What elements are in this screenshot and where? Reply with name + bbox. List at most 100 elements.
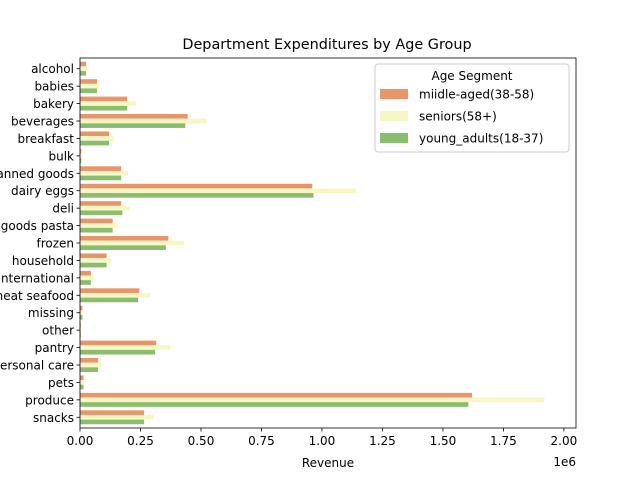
bar-pantry-2	[80, 349, 156, 355]
bar-beverages-0	[80, 114, 188, 119]
bar-bakery-1	[80, 101, 136, 106]
x-axis-scale-label: 1e6	[553, 455, 576, 469]
y-tick-label: canned goods	[0, 167, 74, 181]
x-tick-label: 0.50	[188, 434, 215, 448]
bar-missing-1	[80, 310, 83, 316]
legend-label-2: young_adults(18-37)	[419, 132, 543, 146]
y-tick-label: deli	[52, 202, 74, 216]
bars-group	[80, 61, 545, 425]
bar-breakfast-1	[80, 136, 114, 141]
bar-breakfast-0	[80, 131, 110, 137]
bar-missing-0	[80, 305, 83, 311]
y-ticks-group: alcohol babies bakery beverages breakfast bul…	[0, 62, 80, 425]
bar-bulk-1	[80, 153, 82, 159]
x-tick-label: 0.00	[67, 434, 94, 448]
bar-other-1	[80, 327, 81, 333]
legend-swatch-0	[380, 89, 408, 99]
bar-alcohol-2	[80, 71, 87, 76]
bar-breakfast-2	[80, 140, 110, 146]
bar-bulk-0	[80, 148, 82, 154]
bar-bulk-2	[80, 158, 82, 163]
bar-pets-2	[80, 384, 84, 390]
bar-dairy-eggs-2	[80, 193, 314, 198]
x-axis-title: Revenue	[302, 456, 354, 470]
legend-label-0: miidle-aged(38-58)	[419, 88, 534, 102]
x-tick-label: 1.50	[430, 434, 457, 448]
y-tick-label: snacks	[33, 411, 74, 425]
legend-label-1: seniors(58+)	[419, 110, 497, 124]
x-tick-label: 1.00	[309, 434, 336, 448]
bar-pantry-1	[80, 345, 171, 350]
bar-deli-0	[80, 201, 122, 206]
bar-missing-2	[80, 315, 83, 320]
chart-title: Department Expenditures by Age Group	[182, 37, 471, 53]
bar-babies-0	[80, 79, 97, 84]
bar-meat-seafood-0	[80, 288, 140, 293]
bar-household-0	[80, 253, 107, 259]
y-tick-label: other	[42, 324, 74, 338]
y-tick-label: dry goods pasta	[0, 219, 74, 233]
bar-bakery-0	[80, 96, 128, 102]
legend: Age Segment miidle-aged(38-58) seniors(58…	[374, 63, 570, 153]
bar-beverages-1	[80, 118, 208, 124]
bar-deli-1	[80, 205, 130, 211]
y-tick-label: beverages	[11, 115, 74, 129]
bar-frozen-1	[80, 240, 185, 246]
bar-produce-0	[80, 392, 472, 398]
x-tick-label: 0.75	[248, 434, 275, 448]
y-tick-label: international	[0, 271, 74, 285]
y-tick-label: dairy eggs	[11, 184, 74, 198]
bar-dry-goods-pasta-2	[80, 227, 113, 233]
bar-meat-seafood-2	[80, 297, 139, 303]
legend-swatch-2	[380, 133, 408, 143]
bar-canned-goods-1	[80, 170, 129, 176]
bar-babies-2	[80, 88, 97, 94]
y-tick-label: bakery	[33, 97, 74, 111]
y-tick-label: produce	[25, 393, 74, 407]
bar-deli-2	[80, 210, 123, 216]
y-tick-label: personal care	[0, 359, 74, 373]
bar-produce-1	[80, 397, 545, 403]
x-tick-label: 1.25	[369, 434, 396, 448]
bar-personal-care-2	[80, 367, 99, 372]
y-tick-label: babies	[34, 80, 74, 94]
y-tick-label: household	[12, 254, 74, 268]
y-tick-label: pantry	[35, 341, 74, 355]
bar-dry-goods-pasta-1	[80, 223, 118, 228]
bar-bakery-2	[80, 105, 128, 111]
bar-snacks-2	[80, 419, 145, 425]
legend-box	[374, 63, 570, 153]
legend-items: miidle-aged(38-58) seniors(58+) young_adul…	[380, 88, 543, 146]
x-tick-label: 0.25	[127, 434, 154, 448]
bar-dry-goods-pasta-0	[80, 218, 113, 224]
plot-frame	[79, 57, 577, 429]
legend-title: Age Segment	[431, 69, 512, 83]
x-tick-label: 1.75	[490, 434, 517, 448]
bar-frozen-0	[80, 236, 169, 241]
bar-produce-2	[80, 402, 469, 407]
y-tick-label: meat seafood	[0, 289, 74, 303]
y-tick-label: pets	[48, 376, 74, 390]
y-tick-label: missing	[28, 306, 74, 320]
bar-personal-care-1	[80, 362, 102, 368]
bar-international-1	[80, 275, 94, 281]
y-tick-label: breakfast	[17, 132, 74, 146]
y-tick-label: bulk	[48, 149, 74, 163]
bar-pets-1	[80, 380, 85, 385]
bar-international-0	[80, 270, 91, 276]
bar-dairy-eggs-1	[80, 188, 356, 194]
bar-frozen-2	[80, 245, 166, 250]
bar-alcohol-1	[80, 66, 88, 72]
bar-alcohol-0	[80, 61, 87, 67]
bar-household-2	[80, 262, 107, 268]
bar-pantry-0	[80, 340, 157, 346]
y-tick-label: alcohol	[31, 62, 74, 76]
bar-personal-care-0	[80, 358, 99, 363]
y-tick-label: frozen	[36, 237, 74, 251]
bar-babies-1	[80, 83, 100, 89]
bar-canned-goods-0	[80, 166, 122, 171]
x-ticks-group: 0.00 0.25 0.50 0.75 1.00 1.25 1.50 1.75 2.00	[67, 428, 577, 448]
bar-international-2	[80, 280, 91, 285]
